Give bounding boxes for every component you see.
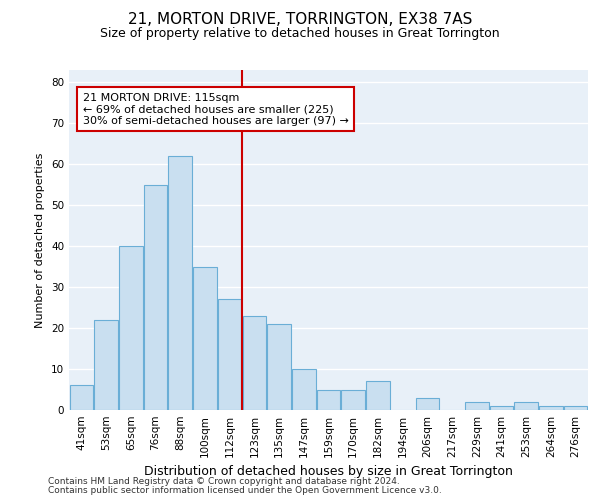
Bar — [514, 402, 538, 410]
Bar — [564, 406, 587, 410]
Text: Contains HM Land Registry data © Crown copyright and database right 2024.: Contains HM Land Registry data © Crown c… — [48, 477, 400, 486]
Bar — [490, 406, 513, 410]
Bar — [242, 316, 266, 410]
Text: Contains public sector information licensed under the Open Government Licence v3: Contains public sector information licen… — [48, 486, 442, 495]
Bar — [218, 300, 241, 410]
X-axis label: Distribution of detached houses by size in Great Torrington: Distribution of detached houses by size … — [144, 466, 513, 478]
Bar — [292, 369, 316, 410]
Bar — [169, 156, 192, 410]
Bar — [119, 246, 143, 410]
Bar — [317, 390, 340, 410]
Bar — [193, 266, 217, 410]
Bar — [539, 406, 563, 410]
Y-axis label: Number of detached properties: Number of detached properties — [35, 152, 46, 328]
Bar — [144, 184, 167, 410]
Bar — [341, 390, 365, 410]
Bar — [416, 398, 439, 410]
Bar — [70, 386, 93, 410]
Bar — [268, 324, 291, 410]
Bar — [366, 382, 389, 410]
Bar — [94, 320, 118, 410]
Text: 21 MORTON DRIVE: 115sqm
← 69% of detached houses are smaller (225)
30% of semi-d: 21 MORTON DRIVE: 115sqm ← 69% of detache… — [83, 92, 349, 126]
Bar — [465, 402, 488, 410]
Text: Size of property relative to detached houses in Great Torrington: Size of property relative to detached ho… — [100, 28, 500, 40]
Text: 21, MORTON DRIVE, TORRINGTON, EX38 7AS: 21, MORTON DRIVE, TORRINGTON, EX38 7AS — [128, 12, 472, 28]
